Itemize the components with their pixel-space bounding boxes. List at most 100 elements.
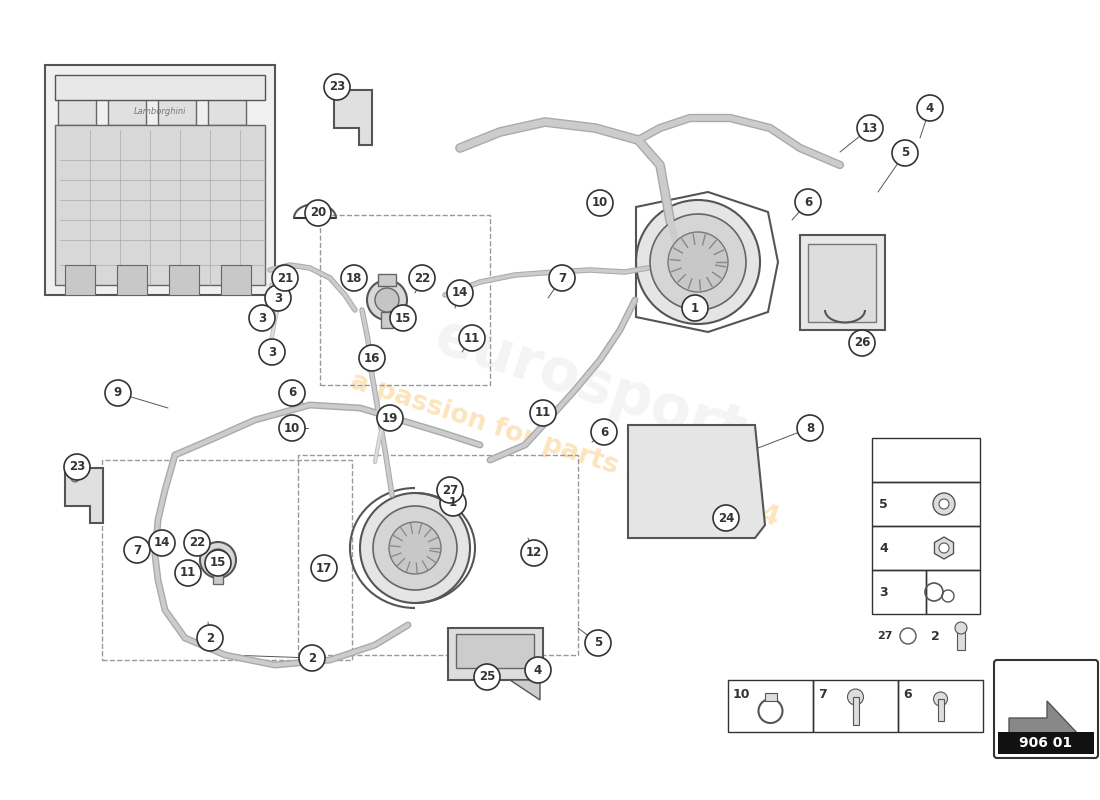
Circle shape — [305, 200, 331, 226]
Circle shape — [525, 657, 551, 683]
Circle shape — [373, 506, 456, 590]
Bar — [872, 570, 926, 614]
Circle shape — [184, 530, 210, 556]
Text: 3: 3 — [879, 586, 888, 598]
Bar — [926, 570, 980, 614]
Circle shape — [249, 305, 275, 331]
Polygon shape — [510, 680, 540, 700]
Text: 6: 6 — [288, 386, 296, 399]
Circle shape — [713, 505, 739, 531]
Circle shape — [587, 190, 613, 216]
Polygon shape — [935, 537, 954, 559]
Circle shape — [390, 305, 416, 331]
Circle shape — [521, 540, 547, 566]
Bar — [872, 482, 980, 526]
Text: 14: 14 — [154, 537, 170, 550]
Text: 20: 20 — [310, 206, 326, 219]
Bar — [169, 265, 199, 295]
Text: 4: 4 — [879, 542, 888, 554]
Bar — [764, 693, 777, 701]
Text: 23: 23 — [329, 81, 345, 94]
Text: 22: 22 — [189, 537, 205, 550]
Text: 5: 5 — [879, 498, 888, 510]
Bar — [898, 680, 983, 732]
Circle shape — [377, 405, 403, 431]
Bar — [55, 75, 265, 100]
Bar — [158, 97, 196, 125]
Polygon shape — [334, 90, 372, 145]
Circle shape — [849, 330, 875, 356]
Text: 4: 4 — [534, 663, 542, 677]
Circle shape — [265, 285, 292, 311]
Bar — [813, 680, 898, 732]
Text: 26: 26 — [854, 337, 870, 350]
Text: Lamborghini: Lamborghini — [134, 107, 186, 117]
Bar — [852, 697, 858, 725]
Bar — [448, 628, 543, 680]
Text: 906 01: 906 01 — [1020, 736, 1072, 750]
Circle shape — [124, 537, 150, 563]
Text: 27: 27 — [877, 631, 892, 641]
Text: 15: 15 — [395, 311, 411, 325]
Bar — [55, 125, 265, 285]
Circle shape — [892, 140, 918, 166]
Circle shape — [591, 419, 617, 445]
Circle shape — [795, 189, 821, 215]
Circle shape — [258, 339, 285, 365]
Text: 25: 25 — [478, 670, 495, 683]
Text: 4: 4 — [926, 102, 934, 114]
Circle shape — [934, 692, 947, 706]
Text: 3: 3 — [274, 291, 282, 305]
Circle shape — [272, 265, 298, 291]
Circle shape — [64, 454, 90, 480]
Circle shape — [459, 325, 485, 351]
Circle shape — [367, 280, 407, 320]
Circle shape — [104, 380, 131, 406]
Bar — [998, 732, 1094, 754]
Bar — [213, 570, 223, 584]
Circle shape — [798, 415, 823, 441]
Circle shape — [207, 549, 229, 571]
Text: 10: 10 — [733, 688, 750, 701]
Text: 11: 11 — [180, 566, 196, 579]
Circle shape — [939, 499, 949, 509]
Circle shape — [437, 477, 463, 503]
Bar — [208, 97, 246, 125]
Circle shape — [360, 493, 470, 603]
Circle shape — [359, 345, 385, 371]
Circle shape — [939, 543, 949, 553]
Circle shape — [668, 232, 728, 292]
Text: 11: 11 — [535, 406, 551, 419]
Circle shape — [636, 200, 760, 324]
Bar — [320, 215, 490, 385]
Text: 2: 2 — [206, 631, 214, 645]
Text: 1: 1 — [449, 497, 458, 510]
FancyBboxPatch shape — [994, 660, 1098, 758]
Circle shape — [585, 630, 611, 656]
Text: 14: 14 — [452, 286, 469, 299]
Text: a passion for parts since 1994: a passion for parts since 1994 — [348, 368, 782, 532]
Text: 7: 7 — [558, 271, 566, 285]
Bar — [937, 699, 944, 721]
Text: 9: 9 — [114, 386, 122, 399]
Text: 3: 3 — [257, 311, 266, 325]
Text: 3: 3 — [268, 346, 276, 358]
Text: 18: 18 — [345, 271, 362, 285]
Circle shape — [549, 265, 575, 291]
Text: 22: 22 — [414, 271, 430, 285]
Circle shape — [650, 214, 746, 310]
Circle shape — [148, 530, 175, 556]
Bar — [456, 634, 534, 668]
Circle shape — [205, 550, 231, 576]
Bar — [378, 274, 396, 286]
Bar — [221, 265, 251, 295]
Polygon shape — [628, 425, 764, 538]
Bar — [381, 312, 393, 328]
Text: 6: 6 — [600, 426, 608, 438]
Text: 19: 19 — [382, 411, 398, 425]
Text: 27: 27 — [442, 483, 458, 497]
Bar — [45, 65, 275, 295]
Circle shape — [917, 95, 943, 121]
Circle shape — [175, 560, 201, 586]
Bar — [800, 235, 886, 330]
